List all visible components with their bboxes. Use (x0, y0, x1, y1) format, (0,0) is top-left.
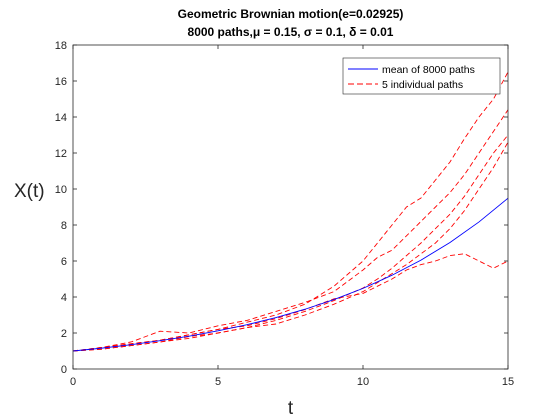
y-tick-label: 12 (55, 148, 67, 160)
series-group (73, 71, 508, 352)
y-tick-label: 10 (55, 184, 67, 196)
x-tick-label: 15 (502, 376, 514, 388)
x-tick-label: 5 (215, 376, 221, 388)
individual-path-line-2 (73, 109, 508, 352)
y-tick-label: 16 (55, 76, 67, 88)
y-axis-label: X(t) (14, 181, 45, 202)
legend-box (342, 57, 501, 95)
x-tick-label: 0 (70, 376, 76, 388)
y-tick-label: 4 (61, 292, 67, 304)
y-tick-label: 0 (61, 364, 67, 376)
y-tick-label: 6 (61, 256, 67, 268)
individual-path-line-5 (73, 141, 508, 352)
y-tick-label: 8 (61, 220, 67, 232)
y-tick-label: 14 (55, 112, 67, 124)
y-tick-label: 2 (61, 328, 67, 340)
legend-label: 5 individual paths (382, 79, 463, 91)
y-tick-label: 18 (55, 40, 67, 52)
chart-title-line-1: Geometric Brownian motion(e=0.02925) (178, 7, 404, 21)
mean-series-line (73, 197, 508, 352)
axes-box (72, 44, 509, 370)
chart-title-line-2: 8000 paths,μ = 0.15, σ = 0.1, δ = 0.01 (188, 25, 394, 39)
x-tick-label: 10 (357, 376, 369, 388)
x-axis-label: t (288, 398, 294, 419)
individual-path-line-4 (73, 253, 508, 352)
legend-label: mean of 8000 paths (382, 64, 475, 76)
